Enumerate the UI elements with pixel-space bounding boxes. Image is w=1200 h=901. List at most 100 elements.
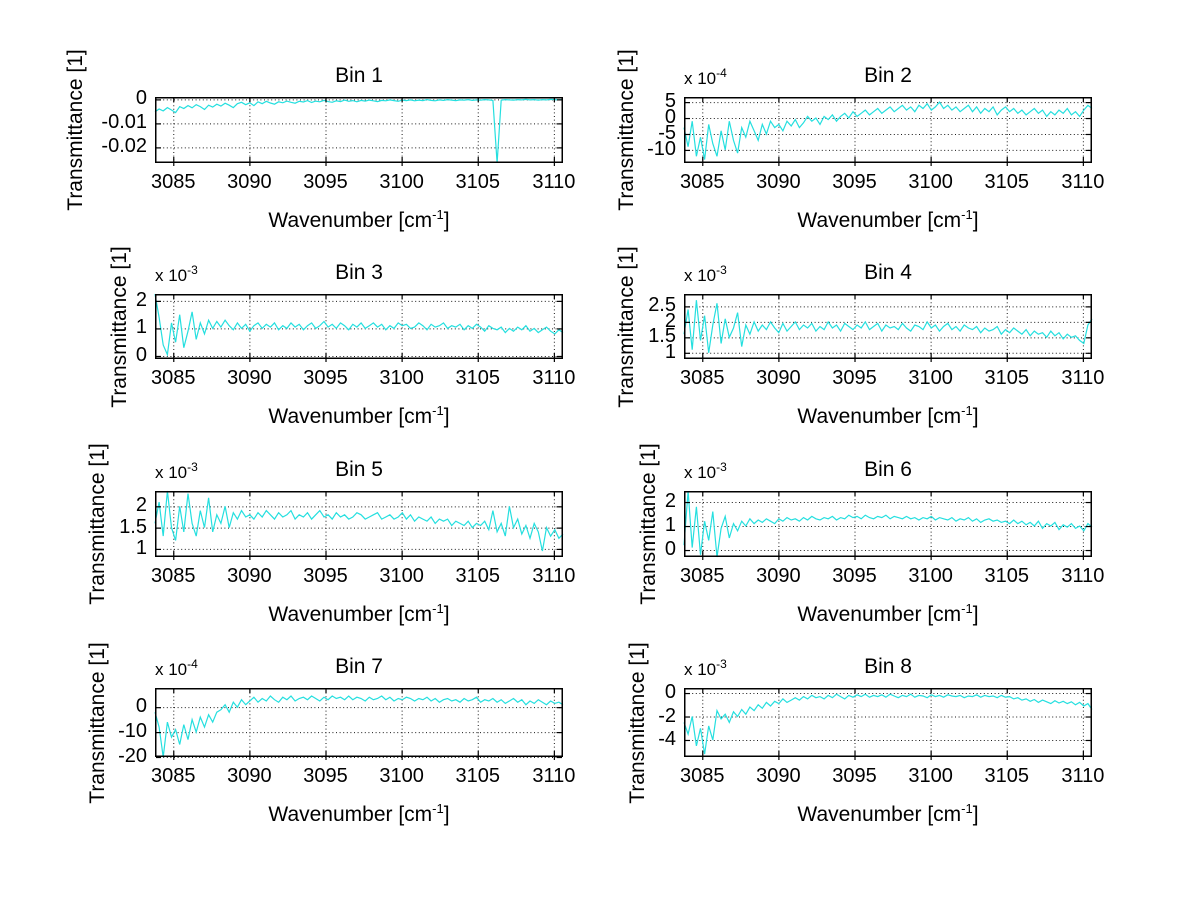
x-tick-label: 3100 (379, 367, 424, 389)
x-axis-label: Wavenumber [cm-1] (155, 601, 563, 627)
x-axis-label-main: Wavenumber [cm (797, 803, 962, 826)
y-tick-label: 2.5 (648, 294, 676, 317)
x-axis-label: Wavenumber [cm-1] (155, 403, 563, 429)
x-tick-label: 3105 (984, 171, 1029, 193)
x-tick-label: 3085 (151, 367, 196, 389)
subplot-title: Bin 6 (864, 458, 912, 481)
x-tick-label: 3110 (532, 367, 576, 389)
x-tick-label: 3090 (227, 765, 272, 787)
y-tick-label: 1.5 (648, 325, 676, 348)
y-tick-label: 2 (664, 309, 676, 332)
y-tick-label: 5 (664, 90, 676, 113)
x-tick-label: 3105 (455, 765, 500, 787)
x-axis-label-close: ] (972, 803, 979, 826)
x-axis-label: Wavenumber [cm-1] (684, 801, 1092, 827)
y-tick-label: 1 (135, 536, 147, 559)
x-tick-label: 3110 (532, 765, 576, 787)
x-tick-label: 3095 (832, 765, 877, 787)
subplot-title: Bin 1 (335, 64, 383, 87)
series-line (154, 98, 564, 164)
x-tick-label: 3095 (303, 171, 348, 193)
x-axis-label: Wavenumber [cm-1] (155, 207, 563, 233)
x-axis-label-main: Wavenumber [cm (268, 803, 433, 826)
exponent-label: x 10-3 (684, 460, 727, 483)
x-tick-label: 3085 (151, 171, 196, 193)
axes-box (155, 97, 563, 163)
subplot-title: Bin 8 (864, 655, 912, 678)
x-tick-label: 3110 (1061, 765, 1105, 787)
y-tick-label: 1 (664, 514, 676, 537)
y-tick-label: 2 (135, 288, 147, 311)
series-line (683, 300, 1093, 353)
exponent-base: x 10 (684, 463, 717, 482)
x-tick-label: 3100 (908, 171, 953, 193)
x-tick-label: 3105 (984, 565, 1029, 587)
x-axis-label-sup: -1 (432, 601, 444, 616)
x-tick-label: 3090 (227, 367, 272, 389)
plot-area (683, 294, 1093, 362)
x-tick-label: 3090 (756, 565, 801, 587)
exponent-label: x 10-4 (155, 657, 198, 680)
series-line (683, 101, 1093, 160)
exponent-base: x 10 (155, 463, 188, 482)
y-tick-label: 0 (135, 343, 147, 366)
x-tick-label: 3105 (455, 565, 500, 587)
plot-area (154, 293, 564, 362)
x-tick-label: 3095 (832, 367, 877, 389)
y-tick-label: 1 (135, 316, 147, 339)
exponent-power: -3 (187, 460, 198, 474)
axes-box (684, 294, 1092, 359)
x-tick-label: 3090 (756, 765, 801, 787)
x-tick-label: 3105 (455, 171, 500, 193)
series-line (683, 490, 1093, 558)
x-axis-label-close: ] (443, 405, 450, 428)
x-tick-label: 3090 (756, 367, 801, 389)
exponent-label: x 10-3 (684, 657, 727, 680)
subplot-title: Bin 5 (335, 458, 383, 481)
exponent-label: x 10-4 (684, 66, 727, 89)
exponent-base: x 10 (684, 69, 717, 88)
y-tick-label: -2 (658, 704, 676, 727)
x-axis-label: Wavenumber [cm-1] (155, 801, 563, 827)
x-tick-label: 3110 (1061, 367, 1105, 389)
subplot-title: Bin 3 (335, 261, 383, 284)
x-tick-label: 3095 (303, 565, 348, 587)
x-axis-label-close: ] (972, 405, 979, 428)
exponent-label: x 10-3 (155, 460, 198, 483)
x-tick-label: 3100 (908, 367, 953, 389)
x-tick-label: 3100 (379, 171, 424, 193)
y-tick-label: 0 (664, 106, 676, 129)
y-tick-label: -10 (118, 720, 147, 743)
exponent-label: x 10-3 (155, 263, 198, 286)
plot-area (683, 490, 1093, 560)
x-tick-label: 3090 (227, 565, 272, 587)
y-tick-label: -0.01 (101, 111, 147, 134)
y-tick-label: 1 (664, 340, 676, 363)
x-tick-label: 3110 (532, 171, 576, 193)
y-tick-label: 0 (135, 87, 147, 110)
x-axis-label-close: ] (443, 603, 450, 626)
x-axis-label-main: Wavenumber [cm (797, 209, 962, 232)
x-tick-label: 3085 (680, 765, 725, 787)
x-tick-label: 3085 (680, 367, 725, 389)
x-tick-label: 3095 (303, 367, 348, 389)
y-tick-label: -20 (118, 745, 147, 767)
x-axis-label-main: Wavenumber [cm (268, 603, 433, 626)
y-tick-label: 0 (135, 695, 147, 718)
x-axis-label-sup: -1 (961, 801, 973, 816)
exponent-power: -3 (716, 263, 727, 277)
axes-box (684, 491, 1092, 557)
y-tick-label: 2 (135, 494, 147, 517)
x-axis-label: Wavenumber [cm-1] (684, 601, 1092, 627)
exponent-power: -3 (716, 460, 727, 474)
axes-box (155, 491, 563, 557)
x-axis-label-close: ] (972, 603, 979, 626)
x-axis-label-close: ] (443, 803, 450, 826)
exponent-power: -3 (716, 657, 727, 671)
x-tick-label: 3085 (151, 565, 196, 587)
x-axis-label: Wavenumber [cm-1] (684, 207, 1092, 233)
axes-box (684, 97, 1092, 163)
axes-box (684, 688, 1092, 757)
x-tick-label: 3090 (227, 171, 272, 193)
